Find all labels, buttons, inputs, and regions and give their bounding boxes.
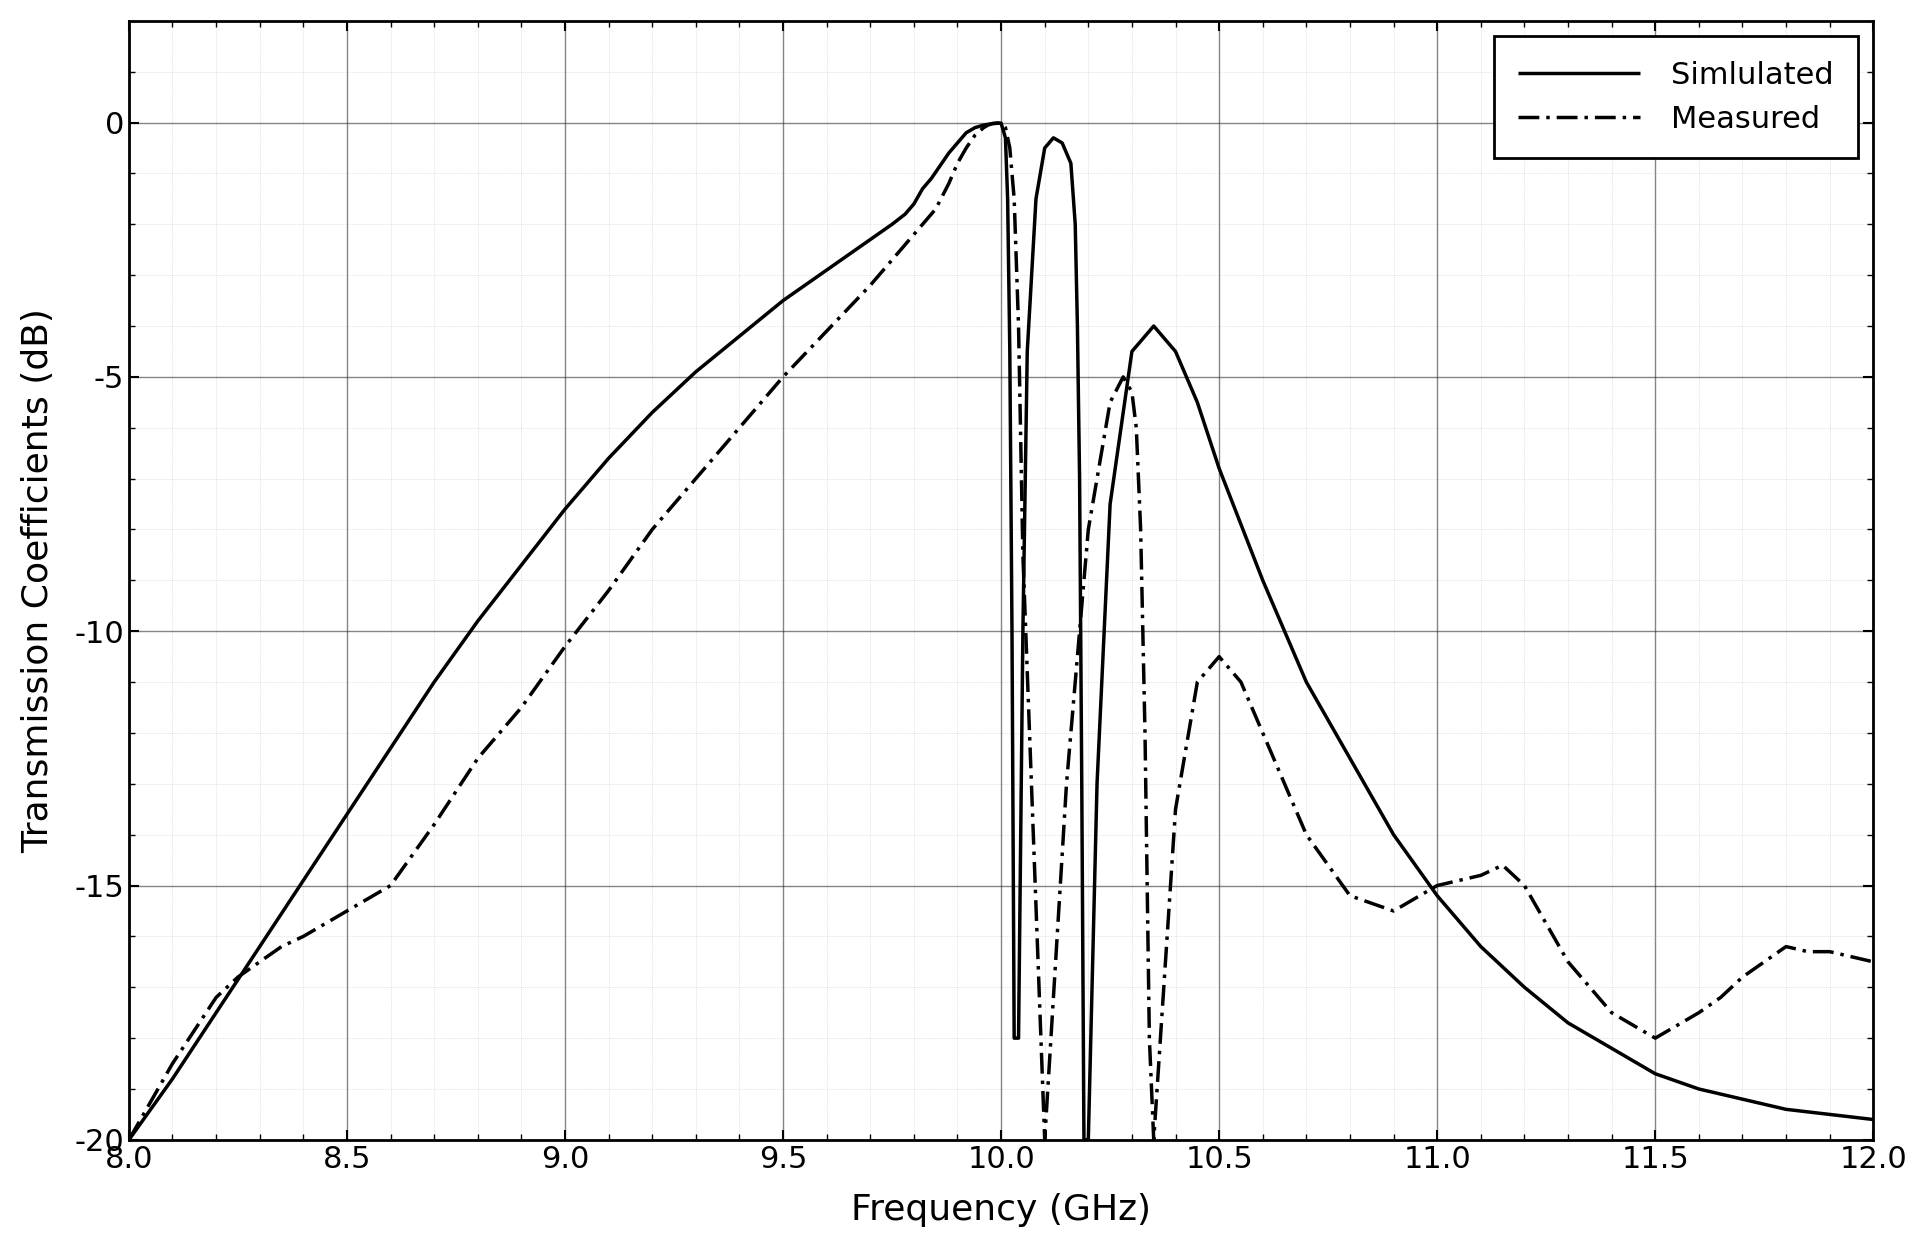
Simlulated	[1041, 130, 1064, 145]
Measured	[1099, 394, 1122, 409]
Simlulated	[989, 116, 1012, 131]
Simlulated	[553, 502, 576, 517]
Measured	[1556, 955, 1579, 970]
Measured	[118, 1132, 141, 1147]
Legend: Simlulated, Measured: Simlulated, Measured	[1494, 36, 1859, 158]
Measured	[1862, 955, 1886, 970]
Simlulated	[1076, 1132, 1099, 1147]
Simlulated	[858, 232, 881, 247]
X-axis label: Frequency (GHz): Frequency (GHz)	[850, 1193, 1151, 1227]
Line: Simlulated: Simlulated	[129, 124, 1874, 1139]
Measured	[422, 817, 445, 832]
Y-axis label: Transmission Coefficients (dB): Transmission Coefficients (dB)	[21, 308, 54, 852]
Simlulated	[1068, 472, 1091, 487]
Measured	[1600, 1005, 1623, 1020]
Measured	[985, 116, 1008, 131]
Simlulated	[937, 146, 960, 161]
Measured	[729, 421, 752, 436]
Measured	[924, 201, 947, 216]
Simlulated	[1862, 1112, 1886, 1127]
Simlulated	[118, 1132, 141, 1147]
Line: Measured: Measured	[129, 124, 1874, 1139]
